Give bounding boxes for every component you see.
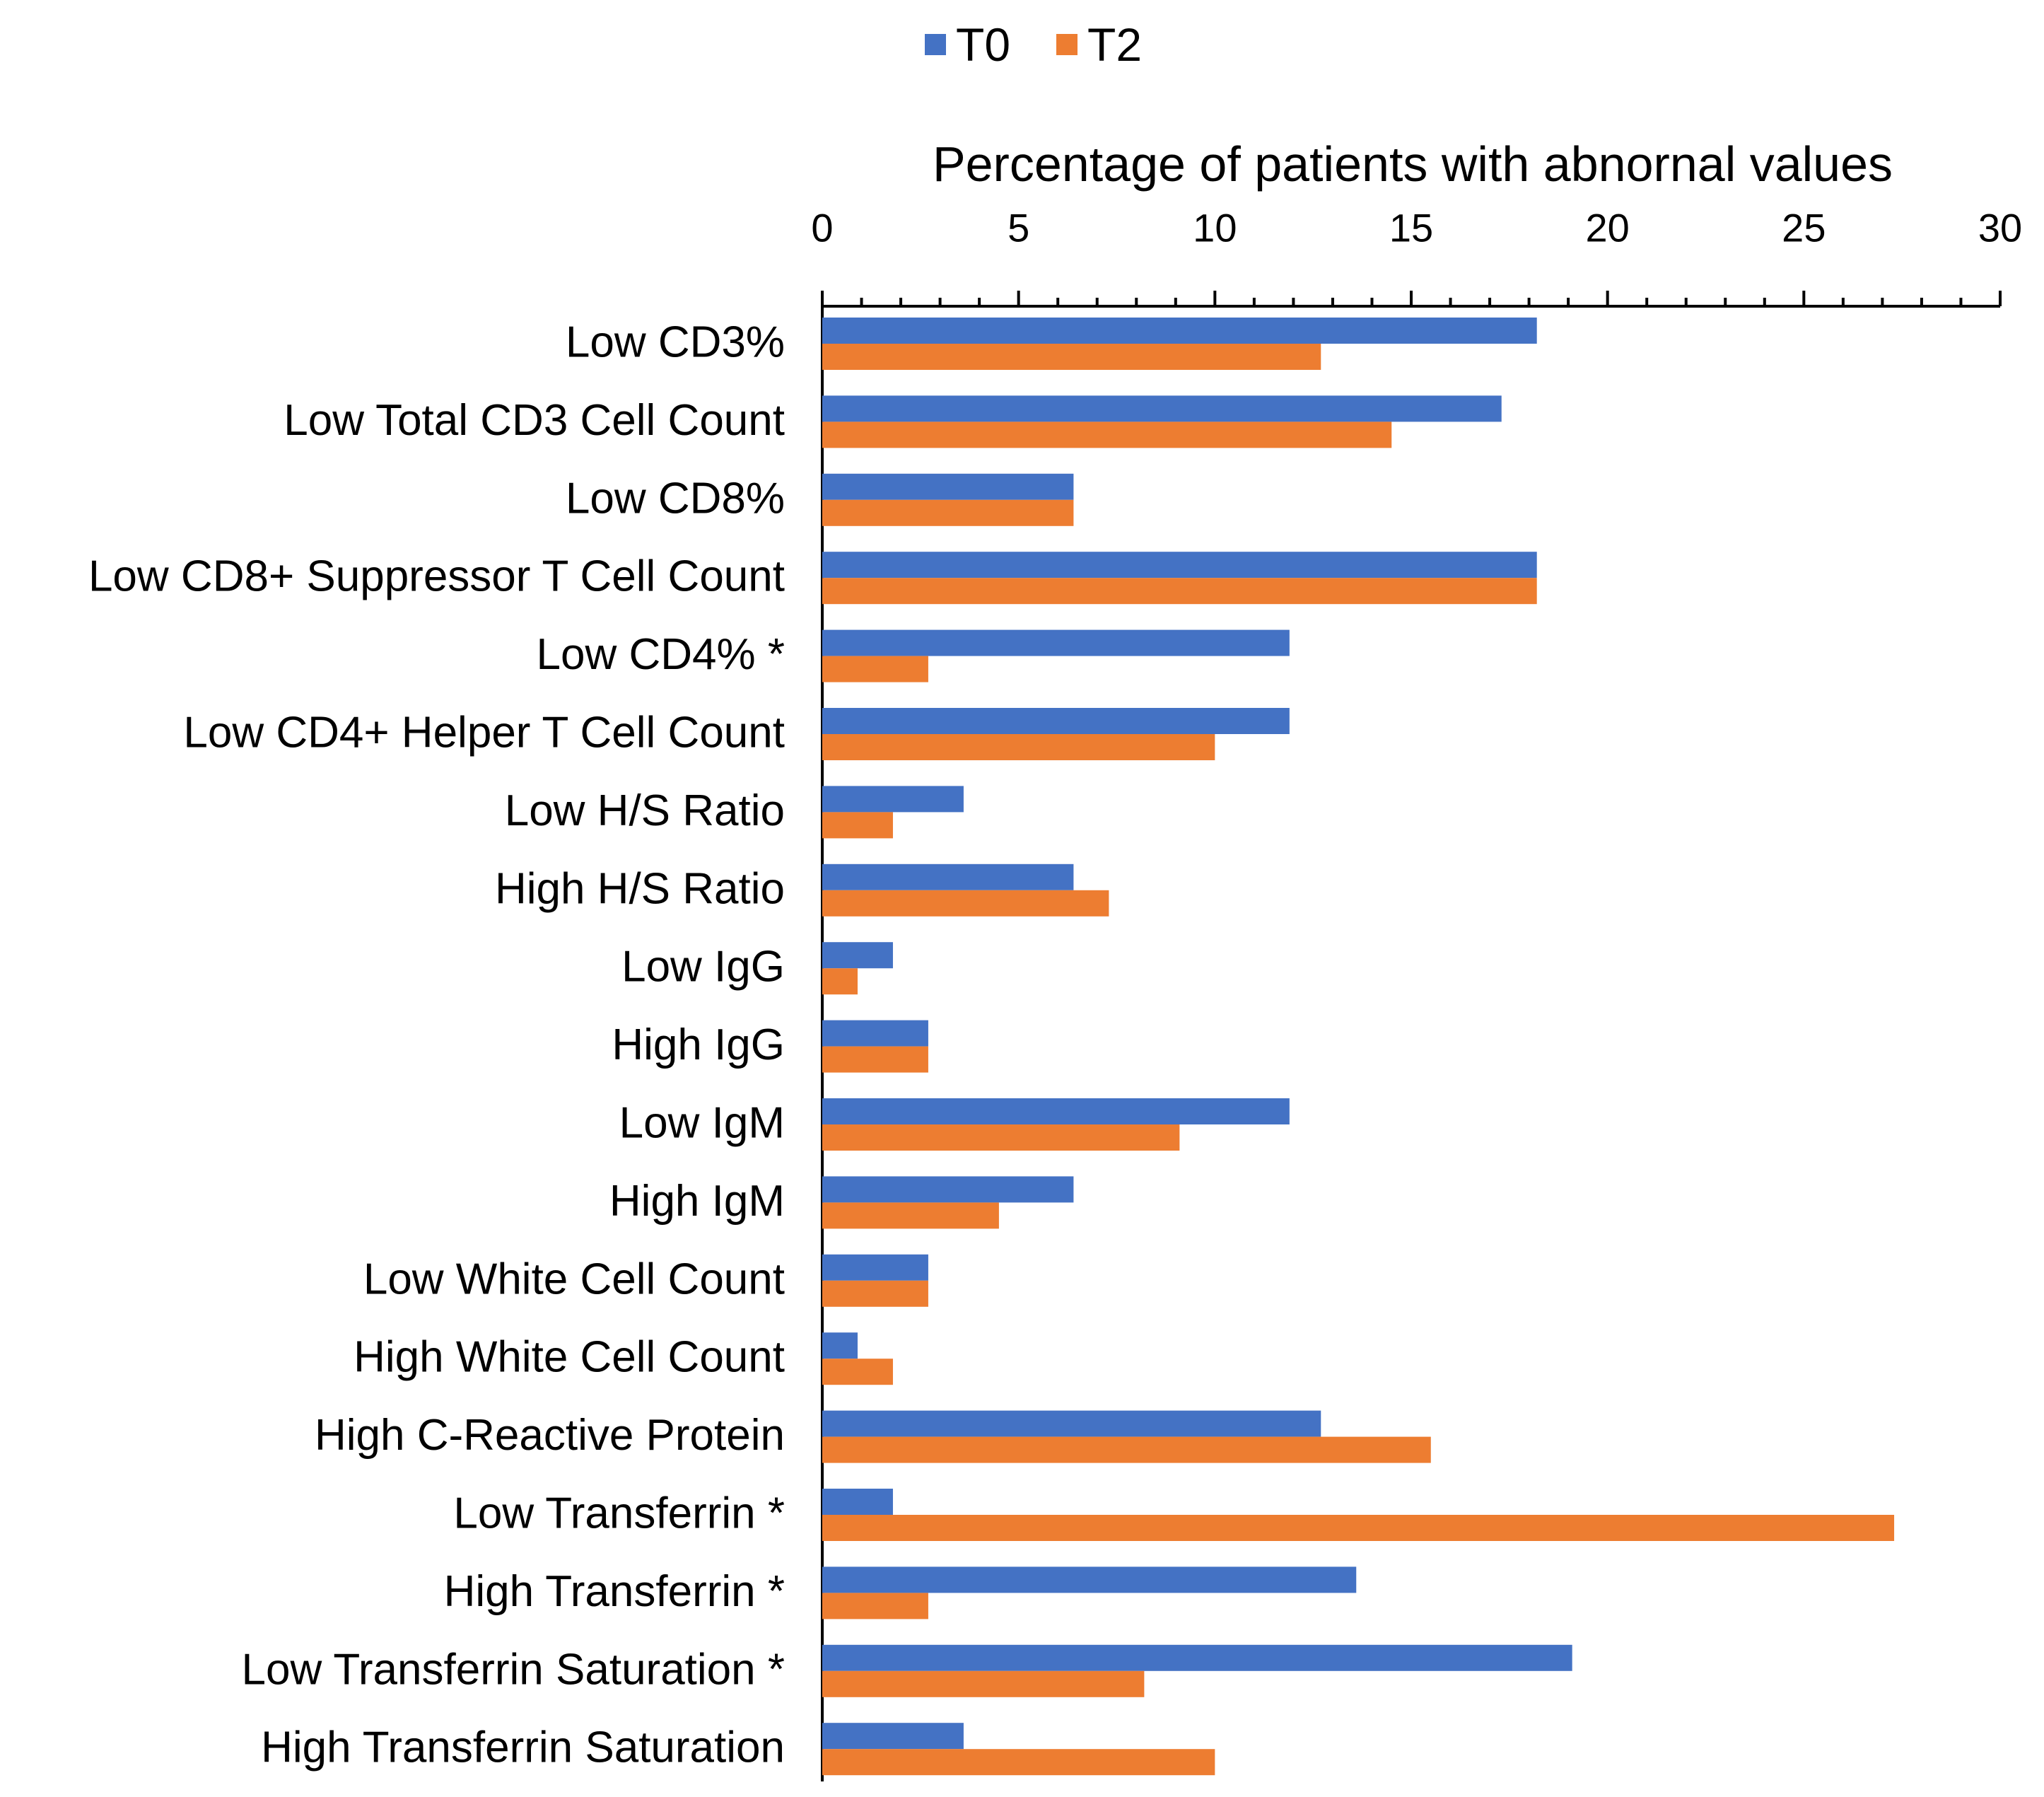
bar-t0 — [822, 395, 1502, 422]
bar-t2 — [822, 421, 1392, 448]
bar-t0 — [822, 1176, 1074, 1203]
category-label: Low IgM — [619, 1099, 785, 1148]
category-label: High IgM — [609, 1177, 785, 1226]
category-label: Low H/S Ratio — [505, 786, 785, 835]
category-label: Low IgG — [621, 943, 785, 991]
category-label: Low White Cell Count — [363, 1255, 785, 1303]
category-label: Low CD8+ Suppressor T Cell Count — [88, 552, 785, 601]
bar-t2 — [822, 1436, 1431, 1463]
x-tick-label: 30 — [1978, 206, 2022, 250]
category-label: Low Transferrin * — [453, 1489, 785, 1538]
bar-t0 — [822, 629, 1290, 656]
category-label: Low Transferrin Saturation * — [242, 1645, 786, 1694]
bar-t2 — [822, 1593, 928, 1619]
bar-t0 — [822, 1723, 964, 1750]
bar-t0 — [822, 942, 893, 969]
bar-t2 — [822, 1202, 999, 1229]
bar-t2 — [822, 344, 1321, 370]
bar-t0 — [822, 1410, 1321, 1437]
bars — [822, 318, 1895, 1776]
category-label: High IgG — [612, 1020, 785, 1069]
bar-t0 — [822, 1098, 1290, 1124]
bar-t0 — [822, 1566, 1357, 1593]
bar-t2 — [822, 1359, 893, 1385]
bar-t2 — [822, 812, 893, 839]
bar-t0 — [822, 863, 1074, 890]
bar-t0 — [822, 1489, 893, 1515]
category-label: Low CD4+ Helper T Cell Count — [183, 709, 785, 757]
x-tick-label: 25 — [1782, 206, 1826, 250]
bar-t2 — [822, 656, 928, 682]
category-label: Low CD4% * — [537, 630, 785, 679]
bar-t0 — [822, 786, 964, 813]
category-label: High H/S Ratio — [495, 864, 785, 913]
category-label: Low CD3% — [566, 318, 785, 367]
x-tick-label: 5 — [1008, 206, 1029, 250]
category-label: High Transferrin * — [444, 1567, 785, 1616]
bar-t0 — [822, 473, 1074, 500]
category-labels: Low CD3% Low Total CD3 Cell Count Low CD8%… — [88, 318, 785, 1772]
bar-t2 — [822, 1670, 1145, 1697]
bar-t0 — [822, 1020, 928, 1047]
x-tick-label: 15 — [1389, 206, 1433, 250]
bar-t0 — [822, 318, 1537, 344]
bar-t2 — [822, 578, 1537, 605]
legend-label-t0: T0 — [956, 18, 1010, 71]
bar-t2 — [822, 1124, 1180, 1151]
x-axis: 0 5 10 15 20 25 30 — [811, 206, 2022, 308]
category-label: Low Total CD3 Cell Count — [284, 396, 785, 445]
category-label: Low CD8% — [566, 474, 785, 523]
bar-t2 — [822, 890, 1109, 917]
bar-t2 — [822, 1515, 1895, 1541]
category-label: High C-Reactive Protein — [315, 1411, 785, 1460]
bar-t2 — [822, 1280, 928, 1307]
x-tick-label: 10 — [1193, 206, 1237, 250]
bar-t2 — [822, 499, 1074, 526]
legend-swatch-t2 — [1056, 34, 1078, 55]
legend-swatch-t0 — [925, 34, 946, 55]
bar-t2 — [822, 968, 858, 995]
bar-t0 — [822, 708, 1290, 734]
legend: T0 T2 — [925, 18, 1142, 71]
legend-label-t2: T2 — [1087, 18, 1142, 71]
bar-t2 — [822, 1046, 928, 1073]
category-label: High White Cell Count — [354, 1333, 785, 1382]
x-tick-label: 20 — [1586, 206, 1630, 250]
bar-t0 — [822, 1644, 1572, 1671]
bar-t2 — [822, 734, 1215, 760]
bar-t0 — [822, 1254, 928, 1281]
x-axis-title: Percentage of patients with abnornal val… — [933, 136, 1893, 192]
bar-t2 — [822, 1749, 1215, 1776]
x-tick-label: 0 — [811, 206, 833, 250]
category-label: High Transferrin Saturation — [261, 1723, 785, 1772]
bar-t0 — [822, 552, 1537, 578]
bar-t0 — [822, 1332, 858, 1359]
